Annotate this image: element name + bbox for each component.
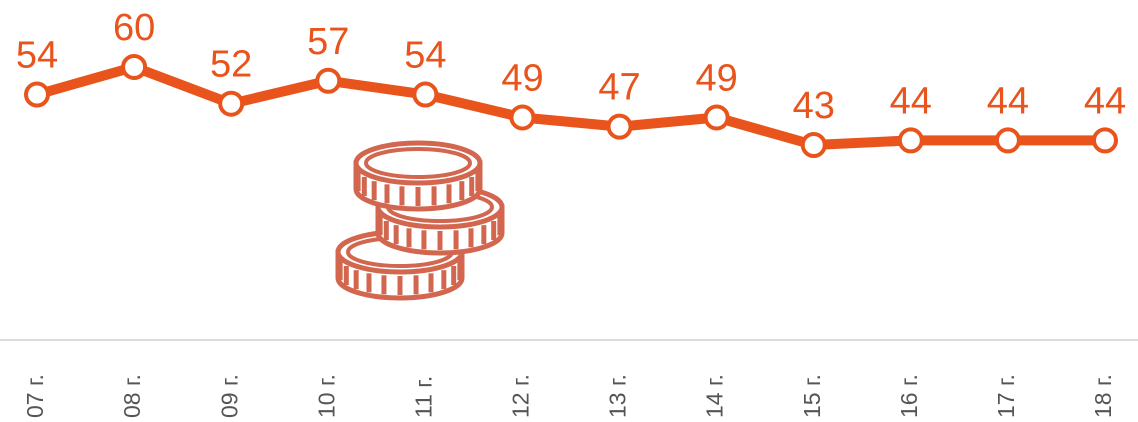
x-tick-label: 16 г. <box>896 374 922 418</box>
value-label: 47 <box>598 67 640 109</box>
point <box>1092 127 1118 154</box>
value-label: 44 <box>890 80 932 122</box>
point <box>606 113 633 140</box>
x-tick-label: 12 г. <box>508 374 534 418</box>
point <box>800 132 827 158</box>
coins-icon <box>335 140 505 301</box>
value-label: 49 <box>501 57 543 99</box>
x-tick-label: 10 г. <box>313 374 339 418</box>
point <box>509 104 536 131</box>
value-label: 49 <box>695 57 737 99</box>
value-label: 43 <box>793 85 835 127</box>
point <box>315 67 342 94</box>
x-tick-label: 07 г. <box>22 374 48 418</box>
x-tick-label: 18 г. <box>1090 374 1116 418</box>
point <box>897 127 924 154</box>
point <box>994 127 1021 154</box>
x-tick-label: 15 г. <box>799 374 825 418</box>
x-tick-label: 11 г. <box>410 376 436 418</box>
x-tick-label: 14 г. <box>702 374 728 418</box>
coin-inner <box>364 147 472 179</box>
point <box>703 104 730 131</box>
value-label: 54 <box>404 35 446 77</box>
value-label: 44 <box>987 80 1029 122</box>
point <box>218 90 245 117</box>
value-label: 44 <box>1084 80 1126 122</box>
point <box>412 81 439 108</box>
point <box>121 54 148 80</box>
value-label: 54 <box>16 35 58 77</box>
value-label: 57 <box>307 21 349 63</box>
x-tick-label: 17 г. <box>993 374 1019 418</box>
value-label: 60 <box>113 7 155 49</box>
x-tick-label: 13 г. <box>605 374 631 418</box>
line <box>35 62 1105 150</box>
x-tick-label: 08 г. <box>119 374 145 418</box>
point <box>24 81 50 108</box>
x-tick-label: 09 г. <box>216 374 242 418</box>
value-label: 52 <box>210 44 252 86</box>
